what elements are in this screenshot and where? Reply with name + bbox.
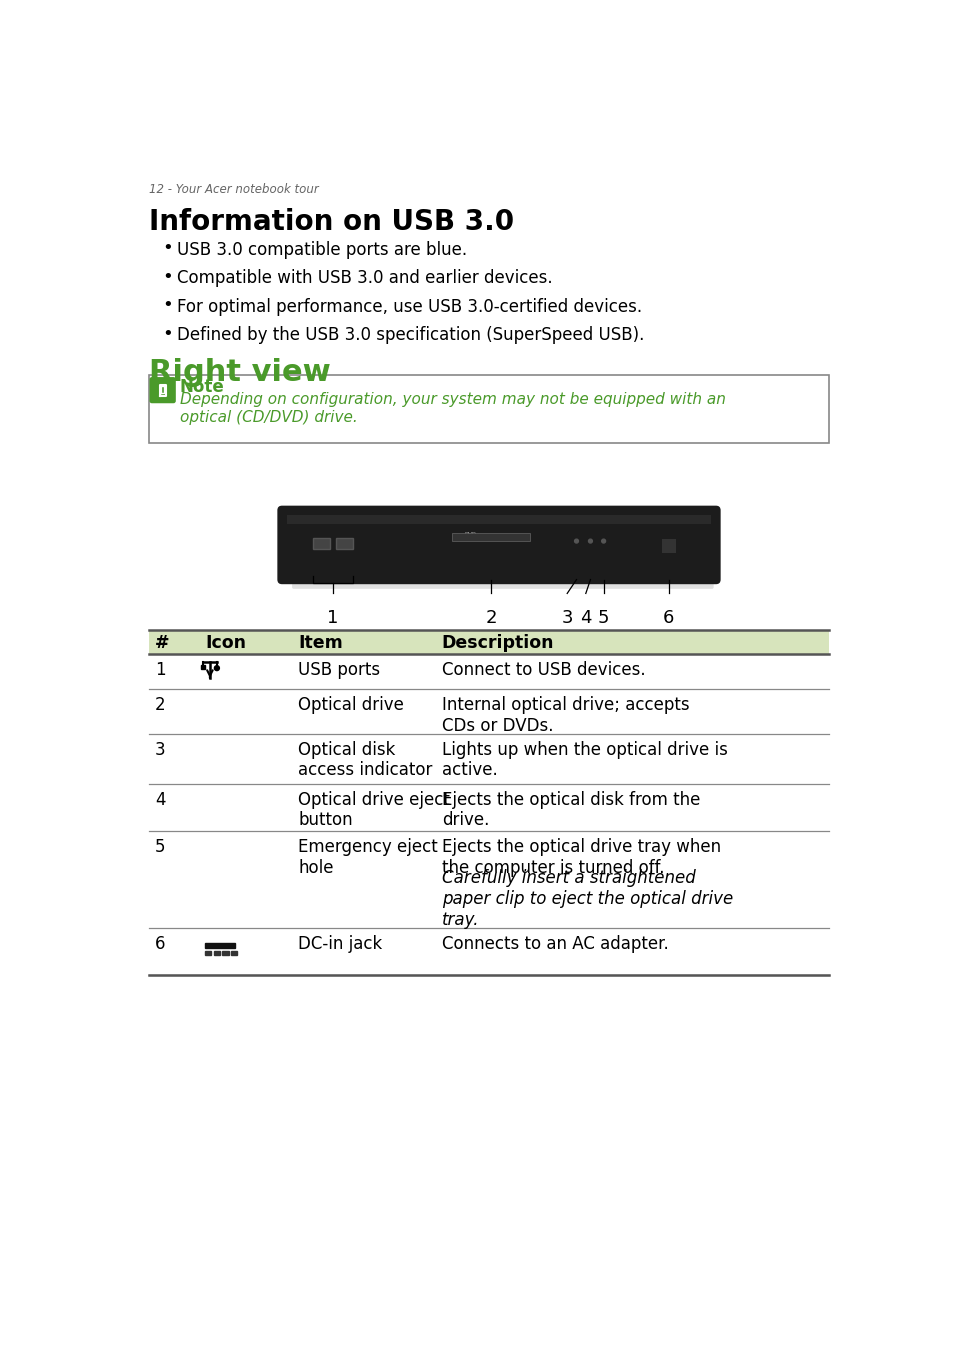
Text: 5: 5 — [598, 608, 609, 627]
Text: Lights up when the optical drive is
active.: Lights up when the optical drive is acti… — [441, 741, 727, 779]
Text: 5: 5 — [154, 838, 165, 856]
Text: Right view: Right view — [149, 358, 330, 387]
FancyBboxPatch shape — [292, 576, 713, 589]
Text: DVD: DVD — [464, 531, 476, 537]
Text: 1: 1 — [154, 661, 166, 679]
Text: 1: 1 — [327, 608, 338, 627]
Text: 2: 2 — [154, 696, 166, 714]
Circle shape — [214, 665, 219, 671]
Text: 2: 2 — [485, 608, 497, 627]
FancyBboxPatch shape — [277, 506, 720, 584]
Text: •: • — [162, 268, 172, 285]
Bar — [661, 538, 675, 553]
Text: Optical disk
access indicator: Optical disk access indicator — [298, 741, 433, 779]
Text: #: # — [154, 634, 170, 652]
Text: 6: 6 — [154, 934, 165, 953]
Bar — [205, 952, 212, 956]
Text: USB ports: USB ports — [298, 661, 380, 679]
Text: Ejects the optical drive tray when
the computer is turned off.: Ejects the optical drive tray when the c… — [441, 838, 720, 877]
Text: 12 - Your Acer notebook tour: 12 - Your Acer notebook tour — [149, 183, 318, 196]
Text: Internal optical drive; accepts
CDs or DVDs.: Internal optical drive; accepts CDs or D… — [441, 696, 689, 734]
Text: 6: 6 — [662, 608, 674, 627]
Text: 3: 3 — [154, 741, 166, 758]
Text: Emergency eject
hole: Emergency eject hole — [298, 838, 437, 877]
Circle shape — [588, 539, 592, 544]
Bar — [213, 952, 220, 956]
Text: •: • — [162, 324, 172, 342]
FancyBboxPatch shape — [149, 375, 828, 442]
Text: •: • — [162, 296, 172, 314]
Text: Carefully insert a straightened
paper clip to eject the optical drive
tray.: Carefully insert a straightened paper cl… — [441, 869, 732, 929]
Text: Item: Item — [298, 634, 343, 652]
Text: DC-in jack: DC-in jack — [298, 934, 382, 953]
Text: Ejects the optical disk from the
drive.: Ejects the optical disk from the drive. — [441, 791, 700, 829]
Bar — [286, 515, 711, 525]
Circle shape — [574, 539, 578, 544]
Circle shape — [601, 539, 605, 544]
Text: Note: Note — [179, 377, 224, 396]
Text: Optical drive: Optical drive — [298, 696, 404, 714]
Text: •: • — [162, 239, 172, 257]
Text: 4: 4 — [579, 608, 591, 627]
Text: Defined by the USB 3.0 specification (SuperSpeed USB).: Defined by the USB 3.0 specification (Su… — [177, 326, 644, 345]
Text: For optimal performance, use USB 3.0-certified devices.: For optimal performance, use USB 3.0-cer… — [177, 297, 641, 316]
Text: Connect to USB devices.: Connect to USB devices. — [441, 661, 644, 679]
Text: 4: 4 — [154, 791, 165, 808]
Bar — [205, 944, 234, 948]
Text: Information on USB 3.0: Information on USB 3.0 — [149, 208, 514, 235]
Bar — [335, 538, 353, 549]
Text: USB 3.0 compatible ports are blue.: USB 3.0 compatible ports are blue. — [177, 241, 467, 258]
Text: Connects to an AC adapter.: Connects to an AC adapter. — [441, 934, 668, 953]
Text: 3: 3 — [561, 608, 573, 627]
Bar — [452, 534, 530, 541]
FancyBboxPatch shape — [150, 377, 175, 403]
Bar — [200, 665, 205, 669]
Text: Depending on configuration, your system may not be equipped with an
optical (CD/: Depending on configuration, your system … — [179, 392, 725, 425]
Bar — [222, 952, 229, 956]
Text: Compatible with USB 3.0 and earlier devices.: Compatible with USB 3.0 and earlier devi… — [177, 269, 553, 287]
Text: Optical drive eject
button: Optical drive eject button — [298, 791, 450, 829]
Text: Description: Description — [441, 634, 554, 652]
Bar — [231, 952, 236, 956]
Bar — [313, 538, 330, 549]
Text: Icon: Icon — [205, 634, 246, 652]
Bar — [149, 630, 828, 654]
